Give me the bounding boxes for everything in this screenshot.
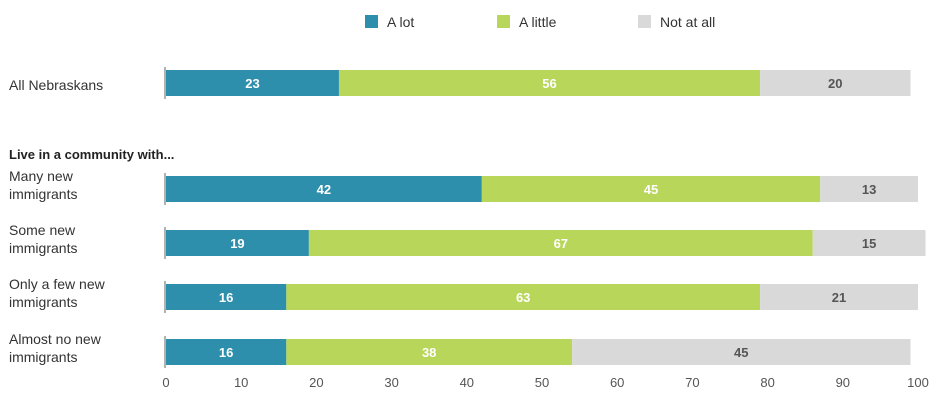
bar-segment: [286, 284, 761, 310]
category-label: Many new: [9, 168, 74, 184]
category-label: Some new: [9, 222, 76, 238]
x-tick-label: 30: [384, 375, 398, 390]
bar-segment: [166, 176, 482, 202]
legend-label-a-lot: A lot: [387, 14, 414, 30]
bar-segment: [760, 284, 918, 310]
bar-segment: [166, 339, 287, 365]
bar-segment: [812, 230, 926, 256]
x-axis: 0 10 20 30 40 50 60 70 80 90 100: [162, 375, 928, 390]
data-label: 67: [554, 236, 568, 251]
bar-segment: [338, 70, 761, 96]
data-label: 15: [862, 236, 876, 251]
bar-segment: [572, 339, 911, 365]
legend-swatch-a-little: [497, 15, 510, 28]
bars: 23 56 20 42 45 13 19 67 15 16 63 21 16 38 45: [164, 67, 926, 368]
data-label: 21: [832, 290, 846, 305]
x-tick-label: 10: [234, 375, 248, 390]
bar-segment: [166, 284, 287, 310]
data-label: 20: [828, 76, 842, 91]
category-label: All Nebraskans: [9, 77, 103, 93]
data-label: 16: [219, 290, 233, 305]
x-tick-label: 70: [685, 375, 699, 390]
legend-label-a-little: A little: [519, 14, 557, 30]
data-label: 23: [245, 76, 259, 91]
data-label: 38: [422, 345, 436, 360]
data-label: 16: [219, 345, 233, 360]
legend-label-not-at-all: Not at all: [660, 14, 715, 30]
data-label: 42: [317, 182, 331, 197]
x-tick-label: 50: [535, 375, 549, 390]
x-tick-label: 90: [836, 375, 850, 390]
x-tick-label: 80: [760, 375, 774, 390]
x-tick-label: 20: [309, 375, 323, 390]
bar-segment: [166, 230, 309, 256]
category-label: immigrants: [9, 294, 77, 310]
category-label: Only a few new: [9, 276, 106, 292]
data-label: 13: [862, 182, 876, 197]
bar-segment: [308, 230, 813, 256]
data-label: 63: [516, 290, 530, 305]
x-tick-label: 60: [610, 375, 624, 390]
category-label: immigrants: [9, 240, 77, 256]
x-tick-label: 40: [460, 375, 474, 390]
data-label: 19: [230, 236, 244, 251]
data-label: 45: [734, 345, 748, 360]
legend: A lot A little Not at all: [365, 14, 715, 30]
bar-segment: [166, 70, 339, 96]
category-label: Almost no new: [9, 331, 102, 347]
legend-swatch-not-at-all: [638, 15, 651, 28]
group-label: Live in a community with...: [9, 147, 174, 162]
bar-segment: [760, 70, 911, 96]
bar-segment: [820, 176, 918, 202]
bar-segment: [481, 176, 821, 202]
x-tick-label: 100: [907, 375, 929, 390]
legend-swatch-a-lot: [365, 15, 378, 28]
data-label: 56: [542, 76, 556, 91]
x-tick-label: 0: [162, 375, 169, 390]
category-labels: All Nebraskans Many new immigrants Some new…: [9, 77, 106, 365]
bar-segment: [286, 339, 573, 365]
category-label: immigrants: [9, 186, 77, 202]
category-label: immigrants: [9, 349, 77, 365]
data-label: 45: [644, 182, 658, 197]
